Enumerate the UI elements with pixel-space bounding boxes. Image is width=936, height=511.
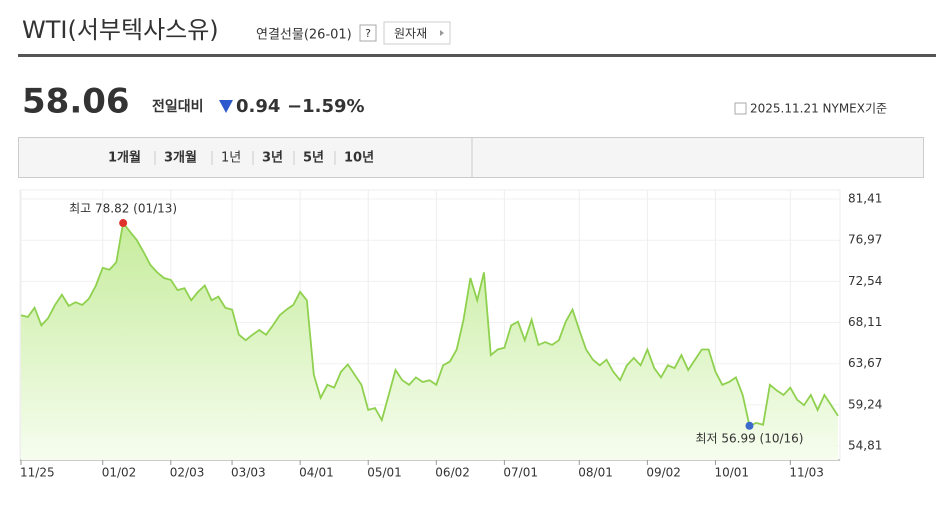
line (20, 220, 839, 428)
change: 0.94 (236, 96, 280, 117)
x-tick-label: 06/02 (435, 466, 470, 480)
max-point (119, 219, 128, 228)
x-tick-label: 11/25 (20, 466, 55, 480)
tab[interactable]: 10년 (344, 151, 374, 166)
button-box[interactable] (383, 21, 451, 45)
y-tick-label: 68,11 (848, 315, 882, 329)
y-tick-label: 59,24 (848, 397, 882, 411)
tab-bar (18, 137, 924, 178)
asof: 2025.11.21 NYMEX기준 (750, 102, 887, 116)
tab[interactable]: 3년 (262, 151, 283, 166)
x-tick-label: 09/02 (646, 466, 681, 480)
x-tick-label: 02/03 (170, 466, 205, 480)
y-tick-label: 72,54 (848, 274, 882, 288)
change-label: 전일대비 (152, 98, 204, 115)
x-tick-label: 08/01 (578, 466, 613, 480)
x-tick-label: 07/01 (503, 466, 538, 480)
x-tick-label: 11/03 (789, 466, 824, 480)
x-tick-label: 04/01 (299, 466, 334, 480)
y-tick-label: 54,81 (848, 439, 882, 453)
button[interactable]: 원자재 (394, 27, 427, 41)
help-box[interactable] (359, 24, 377, 42)
calendar-icon (734, 102, 747, 115)
subtitle: 연결선물(26-01) (256, 28, 352, 43)
x-tick-label: 03/03 (231, 466, 266, 480)
y-tick-label: 76,97 (848, 233, 882, 247)
help[interactable]: ? (365, 27, 371, 40)
tab[interactable]: 5년 (303, 151, 324, 166)
x-tick-label: 05/01 (367, 466, 402, 480)
y-tick-label: 81,41 (848, 192, 882, 206)
title: WTI(서부텍사스유) (22, 16, 219, 44)
header-rule (18, 54, 936, 57)
y-tick-label: 63,67 (848, 356, 882, 370)
area (21, 223, 838, 460)
button-arrow (440, 30, 444, 36)
down-arrow (219, 100, 233, 113)
tab[interactable]: 1년 (221, 151, 241, 166)
x-tick-label: 01/02 (102, 466, 137, 480)
price: 58.06 (22, 82, 130, 122)
min-point (745, 421, 754, 430)
max-label: 최고 78.82 (01/13) (69, 202, 177, 216)
tab[interactable]: 1개월 (108, 150, 141, 166)
change-pct: −1.59% (287, 96, 365, 117)
tab[interactable]: 3개월 (164, 150, 197, 166)
x-tick-label: 10/01 (714, 466, 749, 480)
min-label: 최저 56.99 (10/16) (695, 431, 803, 445)
